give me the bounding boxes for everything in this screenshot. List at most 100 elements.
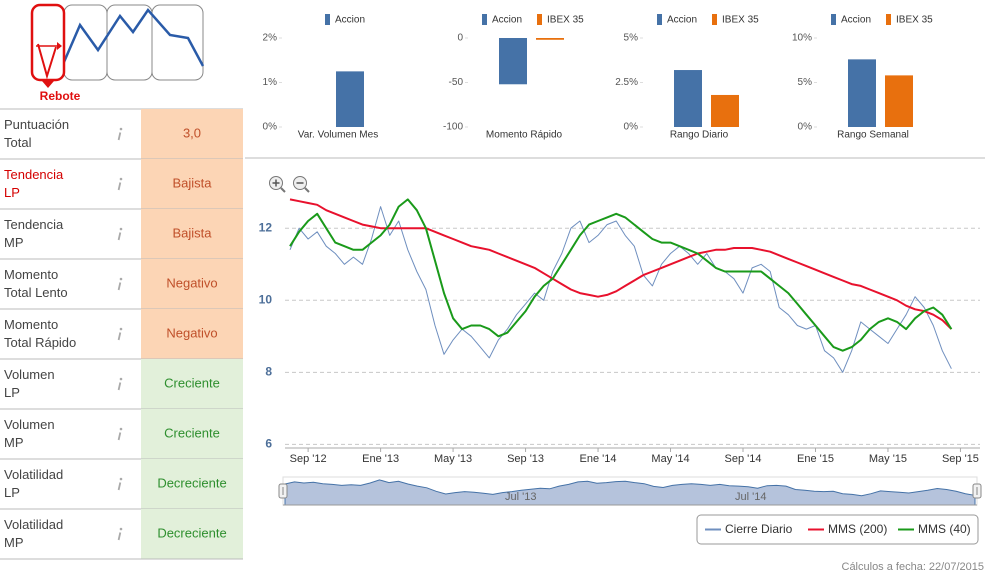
x-category-label: Var. Volumen Mes xyxy=(298,130,378,141)
row-label-line: Volumen xyxy=(4,367,55,382)
navigator-label: Jul '13 xyxy=(505,491,536,503)
y-tick-label: 10% xyxy=(792,33,812,44)
zoom-controls[interactable] xyxy=(269,176,310,193)
row-label-line: Tendencia xyxy=(4,217,64,232)
x-tick-label: Ene '14 xyxy=(580,453,617,465)
info-icon-stem xyxy=(117,182,122,191)
value-cell xyxy=(141,159,243,209)
zoom-in-handle xyxy=(280,187,286,193)
row-label: Momento Total Lento xyxy=(4,267,68,300)
info-icon-stem xyxy=(117,232,122,241)
row-label-line: LP xyxy=(4,185,20,200)
info-icon-stem xyxy=(117,282,122,291)
row-label-line: MP xyxy=(4,435,24,450)
row-label-line: LP xyxy=(4,485,20,500)
info-icon-stem xyxy=(117,382,122,391)
x-category-label: Rango Diario xyxy=(670,130,729,141)
y-tick-label: 0 xyxy=(457,33,463,44)
logo: Rebote xyxy=(30,3,205,103)
info-icon-stem xyxy=(117,332,122,341)
navigator-area xyxy=(284,479,976,506)
legend-label: IBEX 35 xyxy=(896,15,933,26)
info-icon-dot xyxy=(119,277,123,281)
x-category-label: Rango Semanal xyxy=(837,130,909,141)
legend-label: IBEX 35 xyxy=(722,15,759,26)
bar-chart: 0 -50 -100 Accion IBEX 35 Momento Rápido xyxy=(443,14,584,141)
row-label: Volumen LP xyxy=(4,367,55,400)
legend-label: Accion xyxy=(335,15,365,26)
logo-panel-active xyxy=(30,3,66,82)
row-label-line: Volatilidad xyxy=(4,517,63,532)
row-label-line: Total Lento xyxy=(4,285,68,300)
row-label-line: Volatilidad xyxy=(4,467,63,482)
value-cell xyxy=(141,109,243,159)
row-label: Puntuación Total xyxy=(4,117,69,150)
x-tick-label: Ene '13 xyxy=(362,453,399,465)
navigator-label: Jul '14 xyxy=(735,491,766,503)
bar xyxy=(336,71,364,127)
row-value: Decreciente xyxy=(157,525,226,540)
x-tick-label: May '14 xyxy=(651,453,689,465)
value-cell xyxy=(141,459,243,509)
row-label-line: MP xyxy=(4,535,24,550)
bar xyxy=(674,70,702,127)
legend-swatch xyxy=(325,14,330,25)
row-label-line: LP xyxy=(4,385,20,400)
x-tick-label: May '15 xyxy=(869,453,907,465)
logo-panel xyxy=(151,4,204,81)
legend-box xyxy=(696,514,979,545)
legend-label: Cierre Diario xyxy=(725,522,793,536)
row-label: Volumen MP xyxy=(4,417,55,450)
info-icon-dot xyxy=(119,477,123,481)
logo-label: Rebote xyxy=(40,89,81,103)
legend-label: Accion xyxy=(492,15,522,26)
series-line xyxy=(289,198,953,352)
y-tick-label: 1% xyxy=(263,77,278,88)
legend-label: Accion xyxy=(841,15,871,26)
row-label: Momento Total Rápido xyxy=(4,317,76,350)
bar xyxy=(848,59,876,127)
row-label-line: Momento xyxy=(4,317,58,332)
y-tick-label: 2% xyxy=(263,33,278,44)
row-value: Creciente xyxy=(164,375,220,390)
info-icon-dot xyxy=(119,377,123,381)
zoom-out-handle xyxy=(304,187,310,193)
info-icon-dot xyxy=(119,327,123,331)
info-icon-dot xyxy=(119,427,123,431)
y-tick-label: 0% xyxy=(624,122,639,133)
legend-label: IBEX 35 xyxy=(547,15,584,26)
value-cell xyxy=(141,309,243,359)
row-value: Negativo xyxy=(166,325,217,340)
row-label-line: Volumen xyxy=(4,417,55,432)
legend-swatch xyxy=(482,14,487,25)
info-icon-stem xyxy=(117,482,122,491)
logo-dip xyxy=(37,43,57,80)
y-tick-label: 5% xyxy=(798,77,813,88)
logo-panel xyxy=(63,4,108,81)
bar-chart: 0% 5% 10% Accion IBEX 35 Rango Semanal xyxy=(792,14,933,141)
logo-line xyxy=(62,7,205,67)
line-chart: 6 8 10 12 Sep '12 Ene '13 May '13 Sep '13 Ene '1… xyxy=(259,198,982,545)
logo-arrowhead xyxy=(57,42,62,50)
row-value: Bajista xyxy=(172,225,212,240)
x-tick-label: Sep '13 xyxy=(507,453,544,465)
info-icon-stem xyxy=(117,132,122,141)
row-label-line: Total xyxy=(4,135,32,150)
value-cell xyxy=(141,409,243,459)
footer: Cálculos a fecha: 22/07/2015 xyxy=(842,561,985,573)
x-tick-label: Sep '12 xyxy=(290,453,327,465)
x-tick-label: May '13 xyxy=(434,453,472,465)
info-icon-dot xyxy=(119,527,123,531)
y-tick-label: 8 xyxy=(265,365,272,379)
row-label: Tendencia MP xyxy=(4,217,64,250)
legend-label: MMS (40) xyxy=(918,522,971,536)
y-tick-label: 5% xyxy=(624,33,639,44)
x-tick-label: Ene '15 xyxy=(797,453,834,465)
info-icon-dot xyxy=(119,127,123,131)
y-tick-label: -100 xyxy=(443,122,463,133)
row-label: Volatilidad LP xyxy=(4,467,63,500)
info-icon-stem xyxy=(117,432,122,441)
legend-swatch xyxy=(712,14,717,25)
